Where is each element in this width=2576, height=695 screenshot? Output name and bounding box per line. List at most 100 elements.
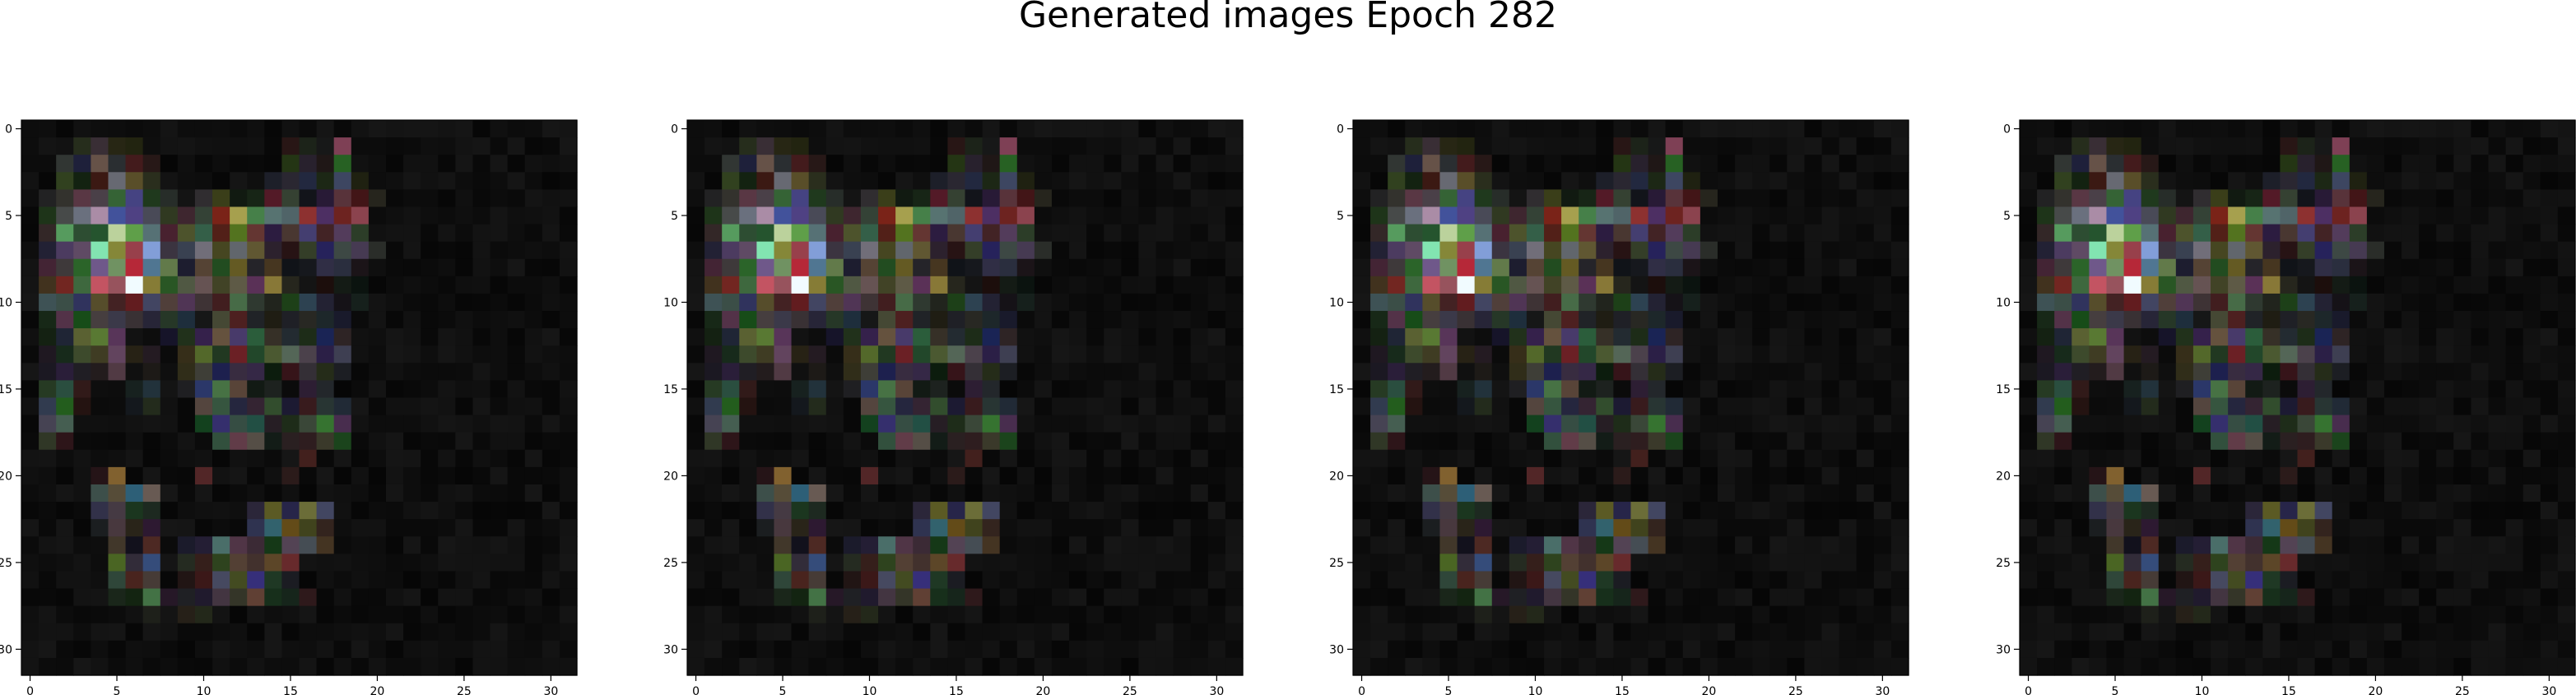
pixel-cell	[1579, 657, 1597, 676]
pixel-cell	[230, 519, 248, 537]
pixel-cell	[2158, 449, 2177, 468]
pixel-cell	[264, 640, 282, 659]
pixel-cell	[2471, 536, 2490, 554]
pixel-cell	[2071, 189, 2090, 208]
pixel-cell	[542, 345, 560, 364]
pixel-cell	[125, 206, 144, 225]
pixel-cell	[2175, 189, 2194, 208]
pixel-cell	[965, 311, 983, 329]
pixel-cell	[1051, 328, 1070, 346]
pixel-cell	[1856, 137, 1875, 155]
pixel-cell	[21, 536, 40, 554]
pixel-cell	[1665, 657, 1684, 676]
pixel-cell	[39, 536, 57, 554]
pixel-cell	[1121, 241, 1140, 260]
pixel-cell	[524, 554, 543, 572]
pixel-cell	[177, 258, 196, 277]
pixel-cell	[316, 380, 335, 399]
pixel-cell	[73, 605, 91, 624]
pixel-cell	[1491, 536, 1510, 554]
pixel-cell	[2071, 588, 2090, 607]
pixel-cell	[2453, 345, 2472, 364]
pixel-cell	[1856, 519, 1875, 537]
pixel-cell	[73, 241, 91, 260]
pixel-cell	[2436, 571, 2454, 590]
pixel-cell	[472, 345, 491, 364]
pixel-cell	[1648, 241, 1667, 260]
pixel-cell	[2540, 657, 2559, 676]
pixel-cell	[2245, 605, 2263, 624]
pixel-cell	[2488, 328, 2507, 346]
pixel-cell	[687, 415, 705, 433]
pixel-cell	[1682, 640, 1701, 659]
pixel-cell	[1700, 571, 1718, 590]
pixel-cell	[281, 120, 300, 138]
pixel-cell	[421, 605, 439, 624]
pixel-cell	[843, 363, 862, 381]
pixel-cell	[2471, 120, 2490, 138]
pixel-cell	[2488, 415, 2507, 433]
pixel-cell	[2453, 120, 2472, 138]
pixel-cell	[1804, 623, 1823, 642]
pixel-cell	[825, 345, 844, 364]
pixel-cell	[1370, 432, 1388, 451]
pixel-cell	[438, 571, 456, 590]
pixel-cell	[108, 588, 127, 607]
pixel-cell	[843, 120, 862, 138]
pixel-cell	[368, 605, 387, 624]
pixel-cell	[687, 172, 705, 190]
pixel-cell	[177, 605, 196, 624]
pixel-cell	[1491, 258, 1510, 277]
pixel-cell	[756, 137, 775, 155]
pixel-cell	[1682, 345, 1701, 364]
pixel-cell	[1596, 397, 1614, 416]
pixel-cell	[913, 466, 931, 485]
pixel-cell	[1526, 397, 1545, 416]
pixel-cell	[687, 189, 705, 208]
pixel-cell	[368, 189, 387, 208]
pixel-cell	[333, 311, 352, 329]
pixel-cell	[1491, 554, 1510, 572]
pixel-cell	[687, 484, 705, 503]
pixel-cell	[2054, 241, 2072, 260]
pixel-cell	[507, 623, 526, 642]
pixel-cell	[1804, 449, 1823, 468]
pixel-cell	[108, 328, 127, 346]
pixel-cell	[1682, 605, 1701, 624]
pixel-cell	[2419, 519, 2437, 537]
pixel-cell	[1225, 276, 1244, 294]
pixel-cell	[2402, 276, 2420, 294]
pixel-cell	[559, 484, 578, 503]
pixel-cell	[2349, 554, 2368, 572]
pixel-cell	[1155, 206, 1174, 225]
pixel-cell	[21, 484, 40, 503]
pixel-cell	[2540, 415, 2559, 433]
pixel-cell	[1856, 120, 1875, 138]
pixel-cell	[1526, 554, 1545, 572]
pixel-cell	[1104, 345, 1122, 364]
pixel-cell	[403, 137, 421, 155]
pixel-cell	[1856, 363, 1875, 381]
pixel-cell	[142, 466, 161, 485]
pixel-cell	[351, 258, 370, 277]
pixel-cell	[1388, 224, 1406, 243]
pixel-cell	[2349, 588, 2368, 607]
pixel-cell	[1173, 432, 1192, 451]
pixel-cell	[559, 241, 578, 260]
pixel-cell	[739, 571, 757, 590]
pixel-cell	[1596, 241, 1614, 260]
pixel-cell	[1207, 484, 1226, 503]
pixel-cell	[2557, 449, 2576, 468]
pixel-cell	[39, 623, 57, 642]
pixel-cell	[1700, 519, 1718, 537]
pixel-cell	[895, 293, 914, 312]
pixel-cell	[507, 137, 526, 155]
pixel-cell	[843, 588, 862, 607]
pixel-cell	[2141, 224, 2160, 243]
pixel-cell	[56, 554, 74, 572]
pixel-cell	[913, 224, 931, 243]
pixel-cell	[1121, 120, 1140, 138]
pixel-cell	[21, 605, 40, 624]
pixel-cell	[403, 588, 421, 607]
pixel-cell	[368, 623, 387, 642]
